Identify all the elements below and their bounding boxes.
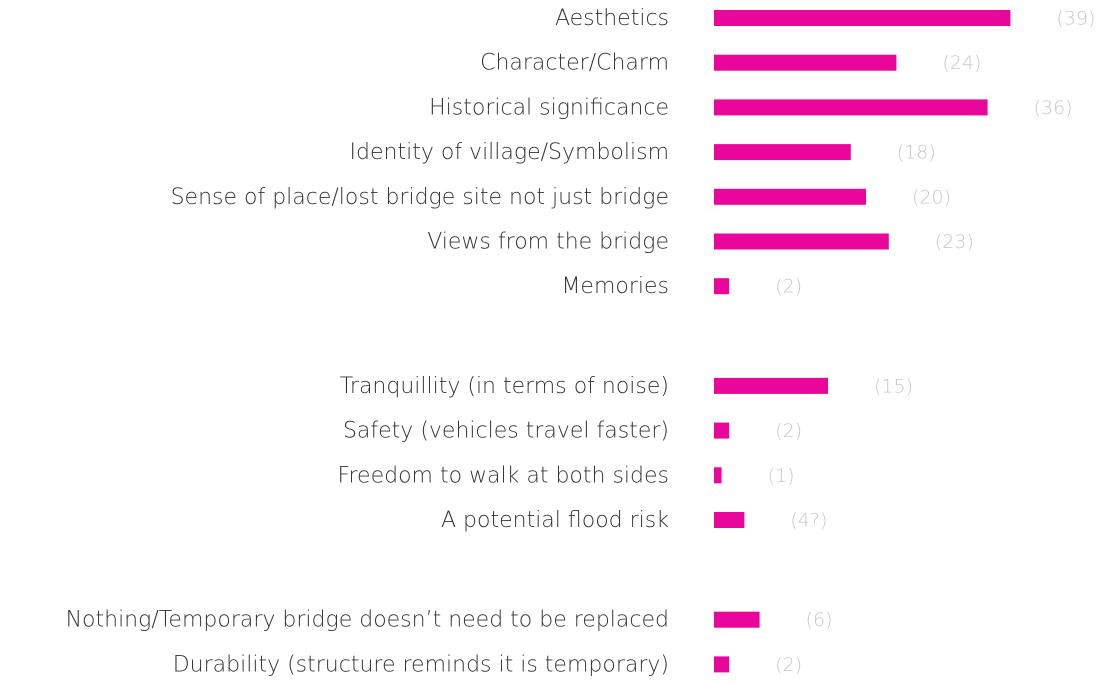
bar xyxy=(714,233,889,250)
category-label: Character/Charm xyxy=(480,51,669,76)
category-label: Memories xyxy=(561,274,669,299)
category-label: A potential flood risk xyxy=(441,508,669,533)
category-label: Safety (vehicles travel faster) xyxy=(343,419,669,444)
bar xyxy=(714,188,866,205)
bar xyxy=(714,10,1011,26)
category-label: Historical significance xyxy=(429,95,669,120)
bar xyxy=(714,377,828,394)
bar xyxy=(714,99,988,116)
category-label: Views from the bridge xyxy=(427,230,669,255)
value-label: (39) xyxy=(1056,8,1095,30)
value-label: (20) xyxy=(912,186,951,208)
bar xyxy=(714,278,730,295)
category-label: Aesthetics xyxy=(555,6,669,31)
value-label: (23) xyxy=(935,231,974,253)
bar xyxy=(714,656,730,673)
value-label: (1) xyxy=(768,465,795,487)
category-label: Freedom to walk at both sides xyxy=(337,463,669,488)
bar xyxy=(714,611,760,628)
value-label: (24) xyxy=(942,52,981,74)
value-label: (15) xyxy=(874,375,913,397)
category-label: Nothing/Temporary bridge doesn’t need to… xyxy=(66,608,669,633)
bar xyxy=(714,512,745,528)
category-label: Sense of place/lost bridge site not just… xyxy=(171,185,669,210)
value-label: (2) xyxy=(775,420,802,442)
bar xyxy=(714,144,851,161)
value-label: (2) xyxy=(775,654,802,676)
bar xyxy=(714,54,897,71)
value-label: (4?) xyxy=(790,510,827,532)
value-label: (2) xyxy=(775,276,802,298)
category-label: Identity of village/Symbolism xyxy=(350,140,669,165)
value-label: (36) xyxy=(1034,97,1073,119)
value-label: (18) xyxy=(897,142,936,164)
bar xyxy=(714,467,722,484)
bar xyxy=(714,422,730,439)
value-label: (6) xyxy=(806,609,833,631)
category-label: Tranquillity (in terms of noise) xyxy=(340,374,669,399)
category-label: Durability (structure reminds it is temp… xyxy=(173,652,669,677)
